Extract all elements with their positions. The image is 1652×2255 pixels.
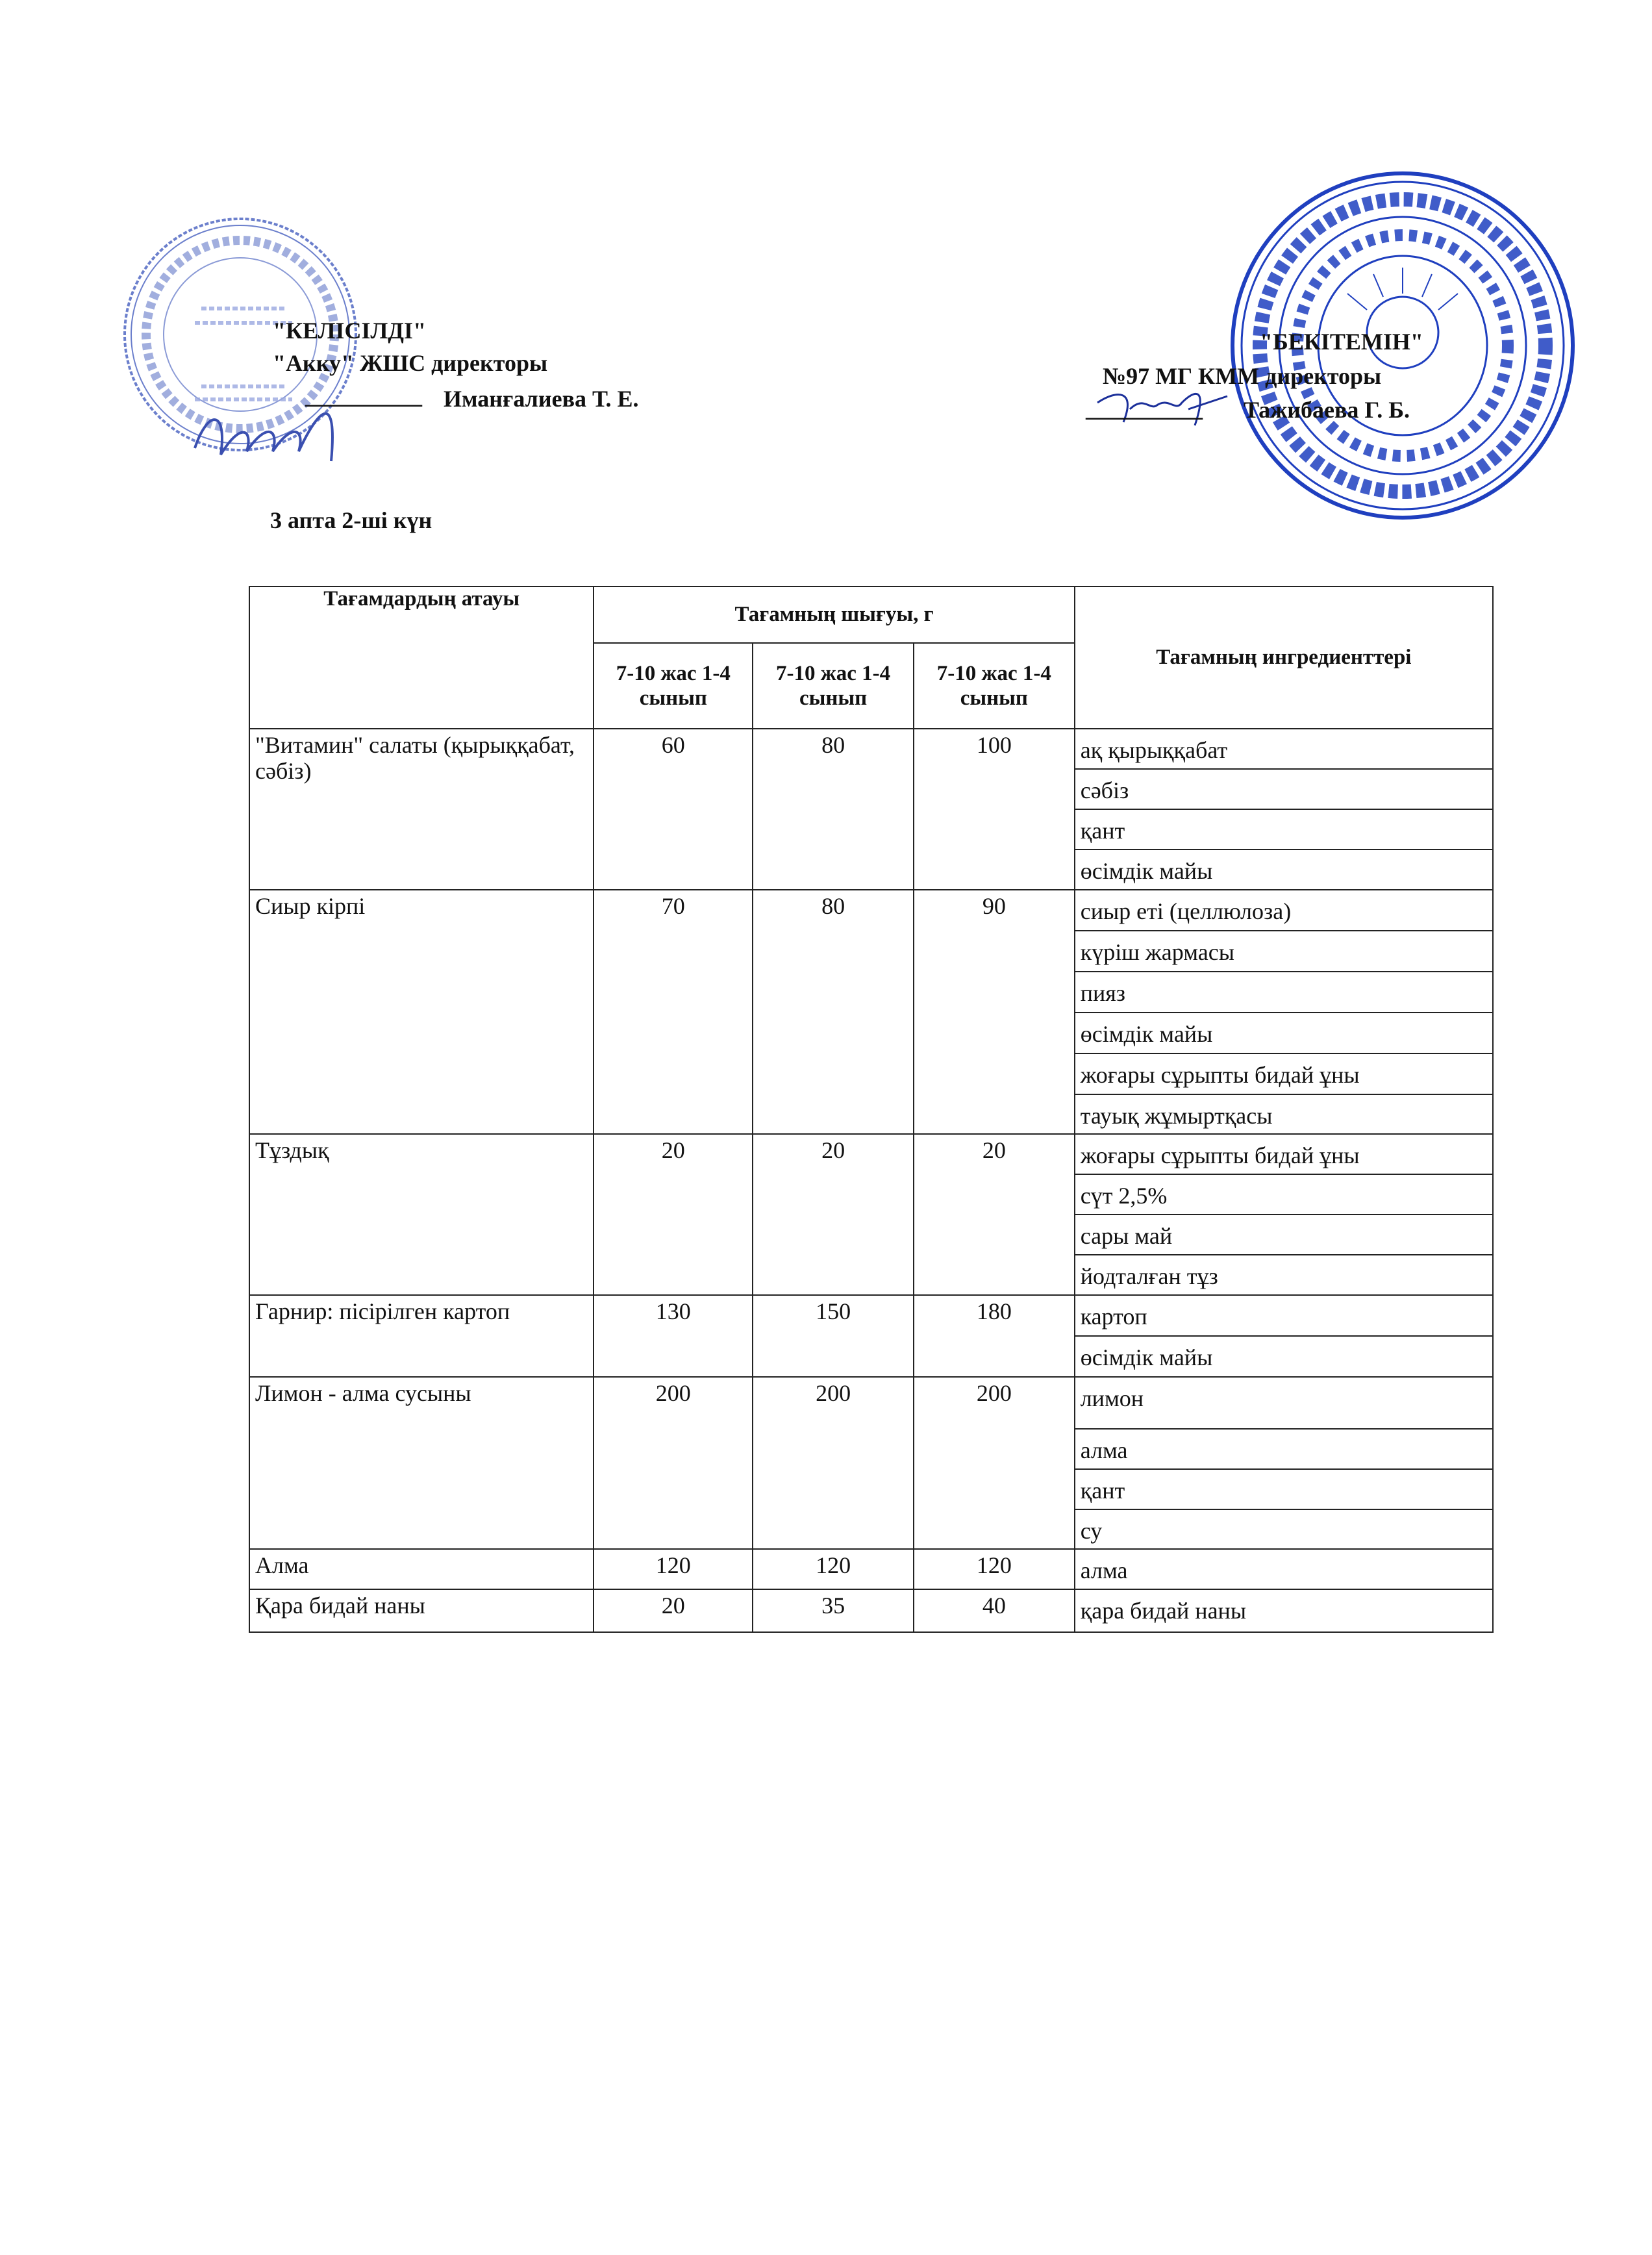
table-row: Тұздық 20 20 20 жоғары сұрыпты бидай ұны xyxy=(248,1133,1494,1296)
table-row: жоғары сұрыпты бидай ұны xyxy=(249,1053,1494,1095)
header-dish-name: Тағамдардың атауы xyxy=(248,586,595,729)
yield-value: 200 xyxy=(752,1376,914,1550)
yield-value: 60 xyxy=(593,728,754,890)
ingredient: қант xyxy=(1073,809,1494,850)
table-row: тауық жұмыртқасы xyxy=(249,1094,1494,1135)
ingredient: қант xyxy=(1073,1468,1494,1510)
table-row: өсімдік майы xyxy=(249,1335,1494,1378)
ingredient: сары май xyxy=(1073,1214,1494,1255)
signature-right xyxy=(1097,393,1228,426)
approval-right-name: Тажибаева Г. Б. xyxy=(1244,397,1410,423)
table-row: өсімдік майы xyxy=(249,1012,1494,1054)
approval-right-signature-line: __________ xyxy=(1086,396,1203,422)
table-row: сүт 2,5% xyxy=(249,1174,1494,1215)
yield-value: 20 xyxy=(912,1133,1075,1296)
yield-value: 200 xyxy=(593,1376,754,1550)
table-row: йодталған тұз xyxy=(249,1254,1494,1296)
yield-value: 180 xyxy=(912,1294,1075,1378)
header-yield-col-1: 7-10 жас 1-4 сынып xyxy=(593,642,754,729)
table-row: өсімдік майы xyxy=(249,849,1494,890)
yield-value: 20 xyxy=(593,1133,754,1296)
yield-value: 20 xyxy=(752,1133,914,1296)
approval-right-title: "БЕКІТЕМІН" xyxy=(1260,329,1423,355)
ingredient: сәбіз xyxy=(1073,768,1494,810)
approval-right-position: №97 МГ КММ директоры xyxy=(1103,363,1382,389)
approval-left-title: "КЕЛІСІЛДІ" xyxy=(273,318,427,344)
table-row: алма xyxy=(249,1428,1494,1470)
yield-value: 100 xyxy=(912,728,1075,890)
yield-value: 150 xyxy=(752,1294,914,1378)
yield-value: 120 xyxy=(752,1548,914,1590)
dish-name: Сиыр кірпі xyxy=(248,889,595,1135)
ingredient: сүт 2,5% xyxy=(1073,1174,1494,1215)
header-yield: Тағамның шығуы, г xyxy=(593,586,1075,644)
dish-name: Алма xyxy=(248,1548,595,1590)
yield-value: 90 xyxy=(912,889,1075,1135)
table-row: су xyxy=(249,1509,1494,1550)
ingredient: йодталған тұз xyxy=(1073,1254,1494,1296)
school-stamp xyxy=(1231,171,1575,520)
yield-value: 40 xyxy=(912,1589,1075,1633)
yield-value: 20 xyxy=(593,1589,754,1633)
ingredient: алма xyxy=(1073,1548,1494,1590)
header-ingredients: Тағамның ингредиенттері xyxy=(1073,586,1494,729)
table-row: Лимон - алма сусыны 200 200 200 лимон xyxy=(248,1376,1494,1550)
table-row: сары май xyxy=(249,1214,1494,1255)
table-row: пияз xyxy=(249,971,1494,1013)
dish-name: Лимон - алма сусыны xyxy=(248,1376,595,1550)
table-row: қант xyxy=(249,809,1494,850)
ingredient: жоғары сұрыпты бидай ұны xyxy=(1073,1053,1494,1095)
table-row: Сиыр кірпі 70 80 90 сиыр еті (целлюлоза) xyxy=(248,889,1494,1135)
ingredient: өсімдік майы xyxy=(1073,1335,1494,1378)
yield-value: 120 xyxy=(912,1548,1075,1590)
ingredient: сиыр еті (целлюлоза) xyxy=(1073,889,1494,931)
ingredient: өсімдік майы xyxy=(1073,849,1494,890)
header-yield-col-2: 7-10 жас 1-4 сынып xyxy=(752,642,914,729)
menu-table: Тағамдардың атауы Тағамның шығуы, г Таға… xyxy=(248,586,1494,1633)
yield-value: 70 xyxy=(593,889,754,1135)
dish-name: Тұздық xyxy=(248,1133,595,1296)
table-row: Алма 120 120 120 алма xyxy=(248,1548,1494,1590)
table-row: Гарнир: пісірілген картоп 130 150 180 картоп xyxy=(248,1294,1494,1378)
yield-value: 130 xyxy=(593,1294,754,1378)
ingredient: картоп xyxy=(1073,1294,1494,1337)
company-stamp xyxy=(123,218,357,451)
ingredient: жоғары сұрыпты бидай ұны xyxy=(1073,1133,1494,1175)
approval-left-name: Иманғалиева Т. Е. xyxy=(444,386,639,412)
dish-name: Қара бидай наны xyxy=(248,1589,595,1633)
table-row: Қара бидай наны 20 35 40 қара бидай наны xyxy=(248,1589,1494,1633)
ingredient: пияз xyxy=(1073,971,1494,1013)
ingredient: лимон xyxy=(1073,1376,1494,1430)
ingredient: тауық жұмыртқасы xyxy=(1073,1094,1494,1135)
approval-left-position: "Акку" ЖШС директоры xyxy=(273,350,548,376)
table-row: қант xyxy=(249,1468,1494,1510)
ingredient: қара бидай наны xyxy=(1073,1589,1494,1633)
signature-left xyxy=(194,412,334,462)
ingredient: ақ қырыққабат xyxy=(1073,728,1494,770)
yield-value: 200 xyxy=(912,1376,1075,1550)
yield-value: 80 xyxy=(752,889,914,1135)
dish-name: Гарнир: пісірілген картоп xyxy=(248,1294,595,1378)
approval-left-signature-line: __________ xyxy=(305,383,422,409)
day-label: 3 апта 2-ші күн xyxy=(270,507,432,533)
dish-name: "Витамин" салаты (қырыққабат, сәбіз) xyxy=(248,728,595,890)
yield-value: 120 xyxy=(593,1548,754,1590)
table-row: "Витамин" салаты (қырыққабат, сәбіз) 60 80… xyxy=(248,728,1494,890)
ingredient: өсімдік майы xyxy=(1073,1012,1494,1054)
ingredient: күріш жармасы xyxy=(1073,930,1494,972)
yield-value: 35 xyxy=(752,1589,914,1633)
table-row: сәбіз xyxy=(249,768,1494,810)
ingredient: алма xyxy=(1073,1428,1494,1470)
table-row: күріш жармасы xyxy=(249,930,1494,972)
yield-value: 80 xyxy=(752,728,914,890)
ingredient: су xyxy=(1073,1509,1494,1550)
header-yield-col-3: 7-10 жас 1-4 сынып xyxy=(912,642,1075,729)
